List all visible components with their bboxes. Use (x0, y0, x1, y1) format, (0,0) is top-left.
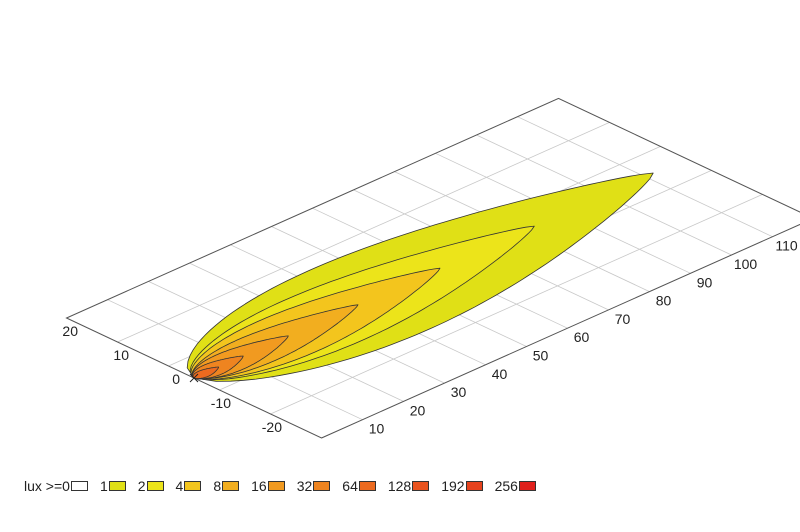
legend-item: lux >= 0 (24, 476, 88, 496)
x-axis-tick-labels: 10 20 30 40 50 60 70 80 90 100 110 (369, 238, 798, 437)
grid-line-y (270, 194, 763, 415)
legend-item: 32 (297, 476, 331, 496)
grid-border (65, 97, 800, 439)
legend-label: 0 (62, 478, 70, 494)
legend-item: 256 (495, 476, 536, 496)
x-tick-label: 30 (451, 384, 467, 400)
legend-swatch (222, 481, 240, 491)
x-tick-label: 50 (533, 348, 549, 364)
legend-item: 1 (100, 476, 126, 496)
legend-label: 128 (387, 478, 412, 494)
legend-label: 64 (342, 478, 358, 494)
y-tick-label: -10 (211, 395, 231, 411)
legend-item: 128 (387, 476, 430, 496)
legend-label: 192 (441, 478, 465, 494)
legend-item: 192 (441, 476, 483, 496)
y-tick-label: 20 (62, 323, 78, 339)
legend-swatch (358, 481, 376, 491)
legend-swatch (412, 481, 430, 491)
legend-prefix: lux >= (24, 478, 63, 494)
legend-swatch (267, 481, 285, 491)
legend-label: 4 (175, 478, 184, 494)
x-tick-label: 20 (410, 402, 426, 418)
legend-swatch (70, 481, 88, 491)
x-tick-label: 70 (615, 311, 631, 327)
lamp-position-marker (189, 373, 199, 383)
legend-item: 4 (176, 476, 202, 496)
grid-line-y (117, 122, 610, 343)
legend-label: 8 (213, 478, 222, 494)
legend-label: 256 (494, 478, 518, 494)
x-tick-label: 110 (775, 238, 798, 254)
legend-label: 32 (296, 478, 313, 494)
legend-item: 2 (138, 476, 164, 496)
legend-label: 16 (251, 478, 267, 494)
lux-contours (186, 172, 654, 382)
y-tick-label: 10 (113, 347, 129, 363)
legend-swatch (146, 481, 164, 491)
y-tick-label: -20 (262, 419, 282, 435)
x-tick-label: 90 (697, 274, 713, 290)
legend-swatch (518, 481, 536, 491)
legend-label: 1 (99, 478, 108, 494)
legend-swatch (184, 481, 202, 491)
y-tick-label: 0 (172, 371, 180, 387)
y-axis-tick-labels: 20 10 0 -10 -20 (62, 323, 282, 435)
x-tick-label: 100 (734, 256, 758, 272)
marker-stroke (189, 373, 199, 383)
legend-swatch (465, 481, 483, 491)
x-tick-label: 40 (492, 366, 508, 382)
legend-swatch (313, 481, 331, 491)
legend-swatch (108, 481, 126, 491)
contour-lux-64 (192, 366, 219, 379)
x-tick-label: 10 (369, 421, 385, 437)
x-tick-label: 80 (656, 293, 672, 309)
legend-item: 8 (213, 476, 240, 496)
lux-legend: lux >= 0 1 2 4 8 16 32 64 128 192 256 (24, 476, 536, 496)
legend-item: 16 (251, 476, 285, 496)
x-tick-label: 60 (574, 329, 590, 345)
legend-label: 2 (137, 478, 146, 494)
legend-item: 64 (342, 476, 376, 496)
